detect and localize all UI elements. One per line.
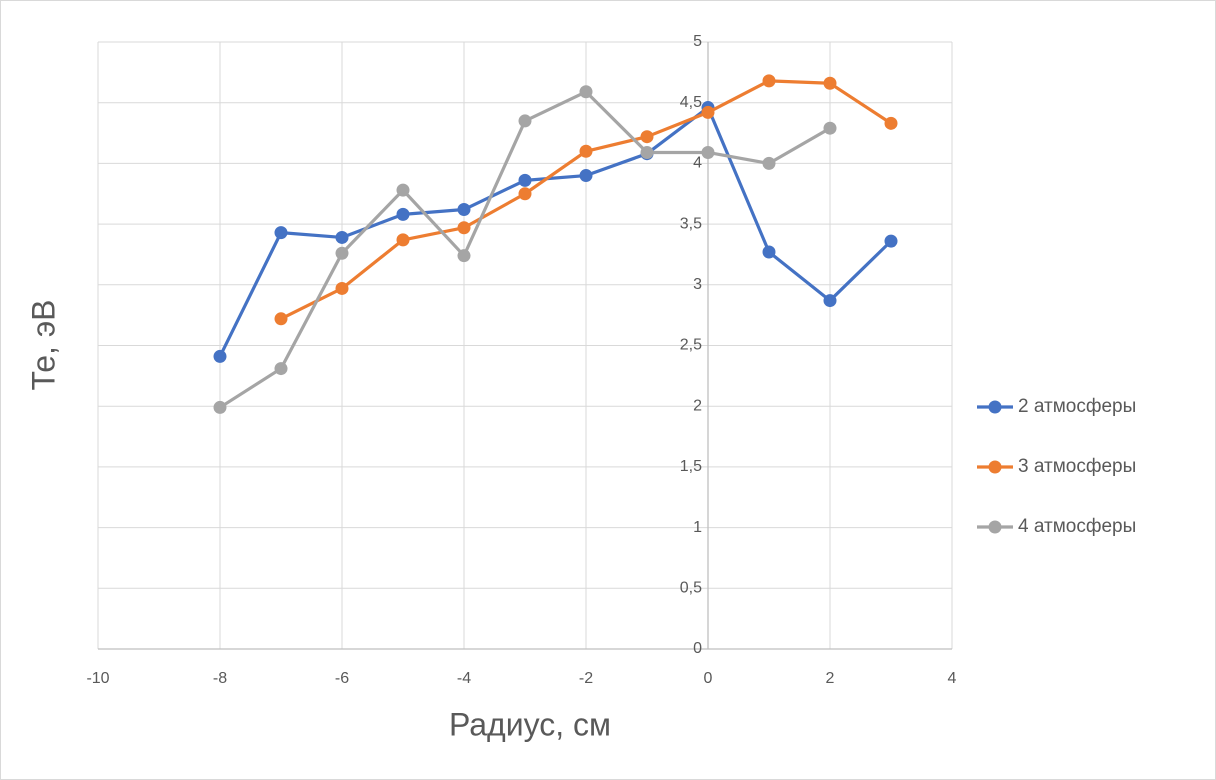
x-axis-title: Радиус, см — [449, 706, 611, 742]
data-point — [701, 105, 715, 119]
data-point — [518, 173, 532, 187]
data-point — [640, 145, 654, 159]
legend-marker — [988, 400, 1002, 414]
x-tick-label: 4 — [948, 670, 957, 687]
data-point — [274, 312, 288, 326]
data-point — [335, 230, 349, 244]
x-tick-label: -4 — [457, 670, 471, 687]
data-point — [701, 145, 715, 159]
data-point — [457, 249, 471, 263]
data-point — [335, 281, 349, 295]
legend-marker — [988, 520, 1002, 534]
data-point — [213, 349, 227, 363]
data-point — [579, 169, 593, 183]
legend-label: 4 атмосферы — [1018, 516, 1136, 537]
series-line — [218, 105, 893, 358]
data-point — [518, 114, 532, 128]
data-point — [518, 187, 532, 201]
plot — [213, 74, 898, 414]
x-tick-label: -8 — [213, 670, 227, 687]
grid — [97, 41, 953, 650]
data-point — [762, 245, 776, 259]
data-point — [213, 400, 227, 414]
legend-label: 2 атмосферы — [1018, 396, 1136, 417]
y-tick-label: 3 — [693, 276, 702, 293]
data-point — [457, 203, 471, 217]
data-point — [640, 130, 654, 144]
data-point — [823, 294, 837, 308]
data-point — [762, 74, 776, 88]
data-point — [762, 156, 776, 170]
x-tick-label: 2 — [826, 670, 835, 687]
y-tick-label: 2,5 — [680, 337, 702, 354]
data-point — [335, 246, 349, 260]
data-point — [396, 233, 410, 247]
data-point — [396, 183, 410, 197]
y-tick-label: 2 — [693, 397, 702, 414]
data-point — [579, 144, 593, 158]
x-tick-label: 0 — [704, 670, 713, 687]
y-tick-label: 0 — [693, 640, 702, 657]
data-point — [884, 234, 898, 248]
x-tick-label: -6 — [335, 670, 349, 687]
x-tick-label: -10 — [86, 670, 109, 687]
data-point — [823, 76, 837, 90]
legend-marker — [988, 460, 1002, 474]
data-point — [823, 121, 837, 135]
data-point — [274, 362, 288, 376]
data-point — [884, 116, 898, 130]
y-tick-label: 1 — [693, 519, 702, 536]
y-tick-label: 3,5 — [680, 215, 702, 232]
data-point — [274, 226, 288, 240]
y-tick-label: 4 — [693, 155, 702, 172]
legend-label: 3 атмосферы — [1018, 456, 1136, 477]
x-tick-label: -2 — [579, 670, 593, 687]
y-tick-label: 1,5 — [680, 458, 702, 475]
y-axis-title: Те, эВ — [25, 300, 61, 391]
y-tick-label: 0,5 — [680, 580, 702, 597]
y-tick-label: 4,5 — [680, 94, 702, 111]
data-point — [457, 221, 471, 235]
y-tick-label: 5 — [693, 33, 702, 50]
data-point — [579, 85, 593, 99]
data-point — [396, 207, 410, 221]
